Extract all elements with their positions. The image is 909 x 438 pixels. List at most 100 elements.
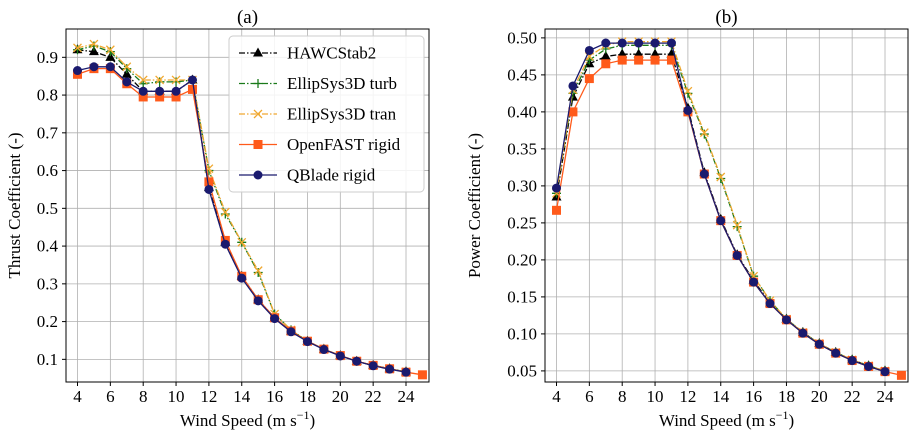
x-tick-label: 20 [811,387,828,406]
data-point [683,105,693,115]
legend-marker [253,140,263,149]
x-axis-label: Wind Speed (m s−1) [180,408,315,430]
data-point [105,45,115,55]
data-point [765,299,775,309]
data-point [121,68,132,78]
data-point [368,361,378,371]
data-point [253,296,263,306]
y-tick-label: 0.5 [37,199,58,218]
data-point [699,169,709,179]
data-point [105,47,115,57]
data-point [798,328,808,338]
data-point [352,356,362,366]
y-tick-label: 0.15 [507,287,537,306]
data-point [138,92,148,102]
y-tick-label: 0.7 [37,123,59,142]
data-point [600,50,611,60]
data-point [401,367,411,377]
data-point [601,38,611,48]
data-point [568,81,578,91]
legend-label: EllipSys3D tran [287,105,397,124]
series-qblade-rigid [551,38,890,377]
y-tick-label: 0.8 [37,86,58,105]
data-point [204,184,214,194]
data-point [584,45,594,55]
data-point [302,337,312,347]
data-point [88,46,99,56]
data-point [171,86,181,96]
data-point [551,183,561,193]
data-point [237,273,247,283]
x-axis-label: Wind Speed (m s−1) [659,408,794,430]
legend: HAWCStab2 EllipSys3D turb EllipSys3D tran O… [228,35,425,193]
x-tick-label: 16 [745,387,762,406]
data-point [650,55,660,65]
legend-marker [253,109,263,119]
data-point [89,41,99,51]
plot-frame [544,28,909,383]
legend-label: HAWCStab2 [287,44,376,63]
legend-marker [253,79,263,88]
data-point [220,209,230,219]
x-tick-label: 4 [73,387,82,406]
x-tick-label: 6 [106,387,115,406]
data-point [155,92,165,102]
panel-label: (b) [715,7,737,28]
panel-a: 4 6 8 10 12 14 16 18 20 22 24 0.1 0.2 0.3 0.4 0.5 0.6 0.7… [5,7,430,430]
data-point [601,59,611,69]
data-point [155,75,165,85]
data-point [781,315,791,325]
y-tick-label: 0.30 [507,176,537,195]
x-tick-label: 12 [200,387,217,406]
series-qblade-rigid [72,62,411,377]
data-point [105,62,115,72]
data-point [864,361,874,371]
data-point [634,55,644,65]
data-point [896,370,906,380]
y-tick-label: 0.45 [507,65,537,84]
x-tick-label: 12 [679,387,696,406]
panel-b: 4 6 8 10 12 14 16 18 20 22 24 0.05 0.10 0.15 0.20 0.25 0… [465,7,909,430]
y-tick-label: 0.2 [37,312,58,331]
data-point [237,237,247,247]
data-point [732,250,742,260]
data-point [171,75,181,85]
y-tick-label: 0.25 [507,213,537,232]
data-point [732,220,742,230]
data-point [617,55,627,65]
legend-marker [253,170,263,180]
y-tick-label: 0.40 [507,102,537,121]
data-point [122,62,132,72]
data-point [880,367,890,377]
x-tick-label: 14 [233,387,251,406]
x-tick-label: 6 [585,387,594,406]
data-point [634,38,644,48]
y-axis-label: Power Coefficient (-) [465,133,484,278]
data-point [683,86,693,96]
series-line [555,59,902,376]
data-point [89,39,99,49]
data-point [122,77,132,87]
y-tick-label: 0.4 [37,237,59,256]
data-point [814,339,824,349]
series-openfast-rigid [551,55,906,380]
x-tick-label: 4 [552,387,561,406]
data-point [138,86,148,96]
data-point [220,239,230,249]
y-tick-label: 0.10 [507,324,537,343]
data-point [568,107,578,117]
x-tick-label: 22 [365,387,382,406]
x-tick-label: 20 [332,387,349,406]
data-point [73,43,82,53]
data-point [633,48,644,58]
data-point [732,222,742,232]
y-axis-label: Thrust Coefficient (-) [5,132,24,278]
x-tick-label: 22 [844,387,861,406]
y-tick-label: 0.35 [507,139,537,158]
x-tick-label: 10 [647,387,664,406]
data-point [385,364,395,374]
x-tick-label: 18 [299,387,316,406]
legend-label: QBlade rigid [287,166,376,185]
